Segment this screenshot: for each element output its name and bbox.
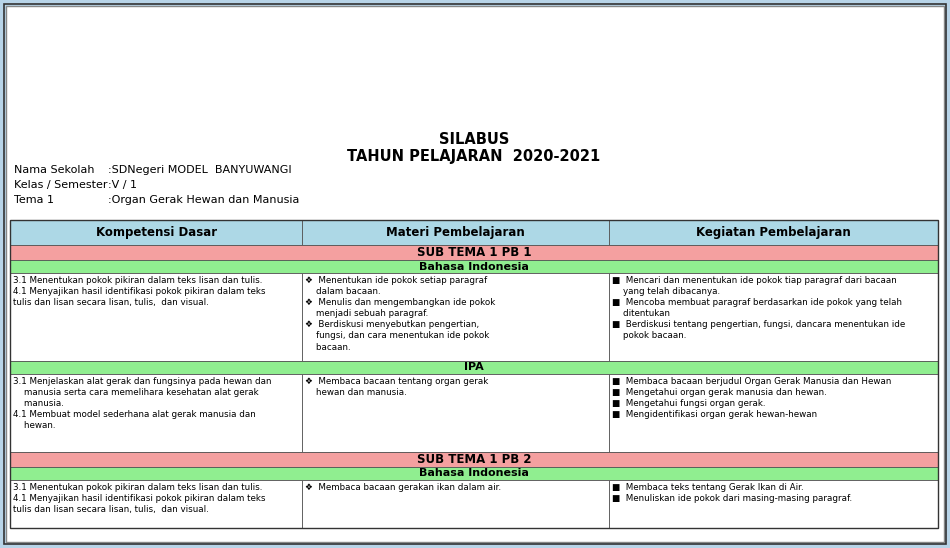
Text: ■  Membaca bacaan berjudul Organ Gerak Manusia dan Hewan
■  Mengetahui organ ger: ■ Membaca bacaan berjudul Organ Gerak Ma… xyxy=(612,377,891,419)
Text: Nama Sekolah: Nama Sekolah xyxy=(14,165,94,175)
Bar xyxy=(609,273,938,361)
Bar xyxy=(10,245,938,260)
Text: SILABUS: SILABUS xyxy=(439,133,509,147)
Bar xyxy=(302,480,609,528)
Bar xyxy=(302,220,609,245)
Text: Bahasa Indonesia: Bahasa Indonesia xyxy=(419,469,529,478)
Text: 3.1 Menentukan pokok pikiran dalam teks lisan dan tulis.
4.1 Menyajikan hasil id: 3.1 Menentukan pokok pikiran dalam teks … xyxy=(13,276,265,307)
Text: 3.1 Menentukan pokok pikiran dalam teks lisan dan tulis.
4.1 Menyajikan hasil id: 3.1 Menentukan pokok pikiran dalam teks … xyxy=(13,483,265,514)
Bar xyxy=(10,220,302,245)
Text: ❖  Menentukan ide pokok setiap paragraf
    dalam bacaan.
❖  Menulis dan mengemb: ❖ Menentukan ide pokok setiap paragraf d… xyxy=(305,276,496,352)
Bar xyxy=(10,374,302,452)
Text: SUB TEMA 1 PB 2: SUB TEMA 1 PB 2 xyxy=(417,453,531,466)
Bar xyxy=(609,220,938,245)
Text: Kelas / Semester: Kelas / Semester xyxy=(14,180,107,190)
Text: Materi Pembelajaran: Materi Pembelajaran xyxy=(386,226,524,239)
Bar xyxy=(10,220,938,528)
Bar xyxy=(302,374,609,452)
Bar xyxy=(609,374,938,452)
Text: Tema 1: Tema 1 xyxy=(14,195,54,205)
Bar xyxy=(609,480,938,528)
Text: Kompetensi Dasar: Kompetensi Dasar xyxy=(96,226,217,239)
Text: SUB TEMA 1 PB 1: SUB TEMA 1 PB 1 xyxy=(417,246,531,259)
Bar xyxy=(10,273,302,361)
Bar xyxy=(10,480,302,528)
Text: Kegiatan Pembelajaran: Kegiatan Pembelajaran xyxy=(696,226,850,239)
Bar xyxy=(10,260,938,273)
Text: :V / 1: :V / 1 xyxy=(108,180,137,190)
Bar xyxy=(10,467,938,480)
Text: :SDNegeri MODEL  BANYUWANGI: :SDNegeri MODEL BANYUWANGI xyxy=(108,165,292,175)
Text: ■  Mencari dan menentukan ide pokok tiap paragraf dari bacaan
    yang telah dib: ■ Mencari dan menentukan ide pokok tiap … xyxy=(612,276,904,340)
Text: ■  Membaca teks tentang Gerak Ikan di Air.
■  Menuliskan ide pokok dari masing-m: ■ Membaca teks tentang Gerak Ikan di Air… xyxy=(612,483,852,503)
Text: IPA: IPA xyxy=(465,362,484,373)
Text: ❖  Membaca bacaan gerakan ikan dalam air.: ❖ Membaca bacaan gerakan ikan dalam air. xyxy=(305,483,502,492)
Bar xyxy=(10,452,938,467)
Text: :Organ Gerak Hewan dan Manusia: :Organ Gerak Hewan dan Manusia xyxy=(108,195,299,205)
Text: 3.1 Menjelaskan alat gerak dan fungsinya pada hewan dan
    manusia serta cara m: 3.1 Menjelaskan alat gerak dan fungsinya… xyxy=(13,377,272,430)
Text: ❖  Membaca bacaan tentang organ gerak
    hewan dan manusia.: ❖ Membaca bacaan tentang organ gerak hew… xyxy=(305,377,488,397)
Bar xyxy=(10,361,938,374)
Bar xyxy=(302,273,609,361)
Text: TAHUN PELAJARAN  2020-2021: TAHUN PELAJARAN 2020-2021 xyxy=(348,150,600,164)
Text: Bahasa Indonesia: Bahasa Indonesia xyxy=(419,261,529,271)
